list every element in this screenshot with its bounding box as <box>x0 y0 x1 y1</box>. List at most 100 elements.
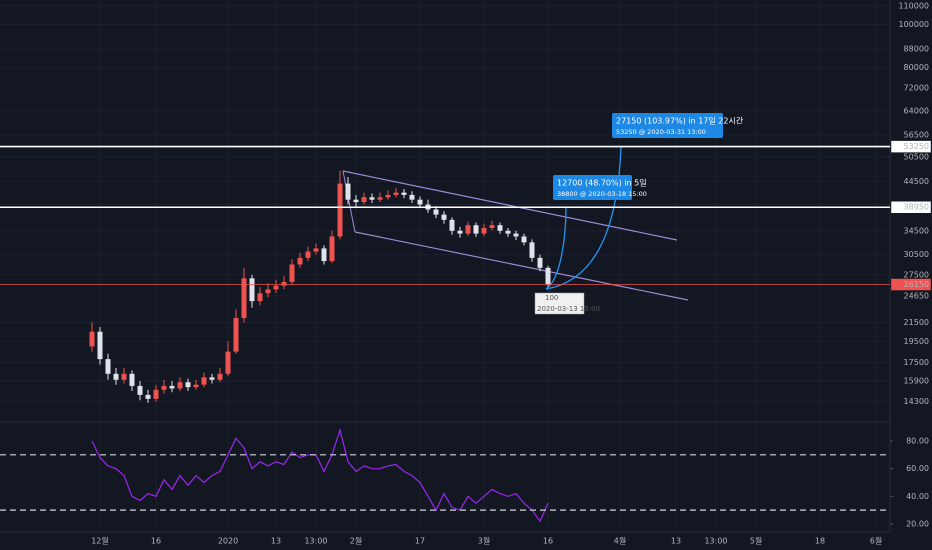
candle-body <box>297 257 303 265</box>
candle-body <box>441 214 447 220</box>
x-tick-label: 13 <box>271 537 281 546</box>
candle-body <box>185 382 191 388</box>
candle-body <box>473 225 479 234</box>
x-tick-label: 13:00 <box>704 537 727 546</box>
candle-body <box>433 209 439 215</box>
candle-body <box>105 359 111 374</box>
candle-body <box>121 373 127 380</box>
y-tick-label: 17500 <box>904 358 929 367</box>
candle-body <box>353 199 359 203</box>
projection-curve <box>545 146 622 290</box>
price-level-label: 26150 <box>904 280 929 289</box>
candle-body <box>89 331 95 347</box>
tooltip-date: 2020-03-13 15:00 <box>537 305 600 313</box>
x-tick-label: 13:00 <box>304 537 327 546</box>
x-tick-label: 12월 <box>91 536 109 546</box>
candle-body <box>97 331 103 360</box>
y-tick-label: 30500 <box>904 250 929 259</box>
y-tick-label: 15900 <box>904 376 929 385</box>
candle-body <box>417 199 423 205</box>
y-tick-label: 72000 <box>904 84 929 93</box>
candle-body <box>169 385 175 389</box>
y-tick-label: 24650 <box>904 291 929 300</box>
projection-curve <box>545 206 567 290</box>
y-tick-label: 80.00 <box>906 437 929 446</box>
x-tick-label: 18 <box>815 537 825 546</box>
x-tick-label: 16 <box>151 537 161 546</box>
candle-body <box>457 230 463 234</box>
x-tick-label: 6월 <box>870 536 882 546</box>
candle-body <box>489 225 495 228</box>
y-tick-label: 20.00 <box>906 519 929 528</box>
x-tick-label: 13 <box>671 537 681 546</box>
candle-body <box>209 377 215 380</box>
candle-body <box>249 278 255 302</box>
projection-detail: 53250 @ 2020-03-31 13:00 <box>616 128 706 136</box>
candle-body <box>281 281 287 286</box>
candle-body <box>521 236 527 243</box>
candle-body <box>393 192 399 195</box>
candle-body <box>345 183 351 200</box>
candle-body <box>361 197 367 203</box>
candle-body <box>545 267 551 285</box>
candle-body <box>233 318 239 352</box>
projection-label: 12700 (48.70%) in 5일 <box>557 179 647 188</box>
candle-body <box>177 382 183 389</box>
candle-body <box>137 385 143 395</box>
y-tick-label: 44500 <box>904 177 929 186</box>
x-tick-label: 17 <box>415 537 425 546</box>
candle-body <box>321 248 327 262</box>
candle-body <box>409 194 415 200</box>
candle-body <box>241 278 247 319</box>
candle-body <box>113 373 119 380</box>
price-level-box <box>890 140 932 153</box>
candle-body <box>201 377 207 385</box>
candle-body <box>257 293 263 302</box>
y-tick-label: 80000 <box>904 63 929 72</box>
x-tick-label: 4월 <box>614 536 626 546</box>
candle-body <box>193 384 199 388</box>
price-level-box <box>890 200 932 214</box>
candle-body <box>305 251 311 258</box>
plot <box>89 170 551 523</box>
y-tick-label: 88000 <box>904 45 929 54</box>
candle-body <box>537 257 543 268</box>
candle-body <box>513 233 519 237</box>
y-tick-label: 21500 <box>904 318 929 327</box>
candle-body <box>129 373 135 386</box>
price-level-label: 38950 <box>904 203 929 212</box>
candle-body <box>481 227 487 234</box>
candle-body <box>377 197 383 200</box>
candle-body <box>505 230 511 234</box>
projection-box <box>612 113 723 138</box>
grid <box>0 0 890 532</box>
channel-line <box>354 231 689 301</box>
projection-detail: 38800 @ 2020-03-18 15:00 <box>557 190 647 198</box>
candle-body <box>497 225 503 231</box>
candle-body <box>369 197 375 200</box>
rsi-line <box>91 427 549 523</box>
candle-body <box>161 385 167 390</box>
candle-body <box>449 219 455 231</box>
x-tick-label: 5월 <box>750 536 762 546</box>
channel-line <box>342 170 356 233</box>
candle-body <box>265 289 271 294</box>
price-level-box <box>890 278 932 291</box>
candle-body <box>145 394 151 399</box>
y-tick-label: 56500 <box>904 131 929 140</box>
x-tick-label: 2월 <box>350 536 362 546</box>
candle-body <box>225 351 231 374</box>
projection-box <box>553 175 632 200</box>
candle-body <box>465 225 471 234</box>
y-tick-label: 60.00 <box>906 464 929 473</box>
y-tick-label: 110000 <box>898 1 929 10</box>
projection-label: 27150 (103.97%) in 17일 22시간 <box>616 116 744 126</box>
y-tick-label: 19500 <box>904 337 929 346</box>
channel-line <box>342 170 678 241</box>
y-tick-label: 64000 <box>904 106 929 115</box>
candle-body <box>289 264 295 282</box>
candle-body <box>337 183 343 237</box>
candle-body <box>217 373 223 380</box>
